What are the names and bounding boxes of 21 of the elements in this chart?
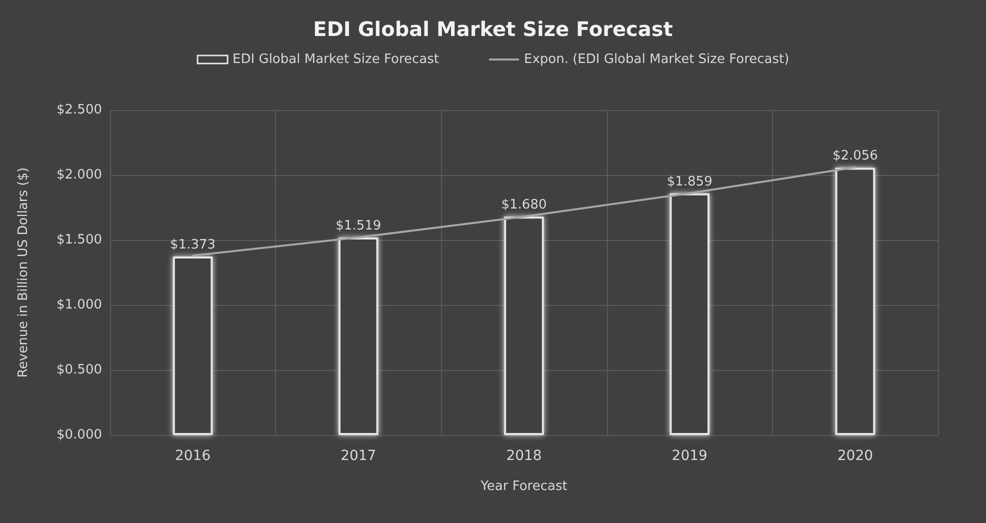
y-axis-title: Revenue in Billion US Dollars ($): [16, 167, 31, 378]
y-tick-label: $1.500: [56, 232, 102, 248]
x-tick-label: 2016: [174, 448, 211, 464]
y-tick-label: $0.000: [56, 428, 102, 442]
data-label: $2.056: [832, 148, 878, 164]
y-tick-label: $1.000: [56, 298, 102, 312]
x-axis-title: Year Forecast: [480, 479, 568, 494]
legend-label: Expon. (EDI Global Market Size Forecast): [524, 52, 790, 67]
y-tick-label: $0.500: [56, 362, 102, 378]
y-tick-label: $2.000: [56, 168, 102, 182]
data-label: $1.680: [501, 198, 547, 213]
x-tick-label: 2017: [340, 448, 376, 464]
x-tick-label: 2019: [672, 448, 708, 464]
chart-title: EDI Global Market Size Forecast: [313, 17, 674, 41]
legend-label: EDI Global Market Size Forecast: [232, 52, 440, 67]
data-label: $1.859: [666, 174, 712, 190]
x-tick-label: 2018: [506, 448, 542, 464]
y-tick-label: $2.500: [56, 102, 102, 118]
x-tick-label: 2020: [837, 448, 874, 464]
data-label: $1.519: [336, 218, 382, 234]
data-label: $1.373: [170, 238, 216, 253]
